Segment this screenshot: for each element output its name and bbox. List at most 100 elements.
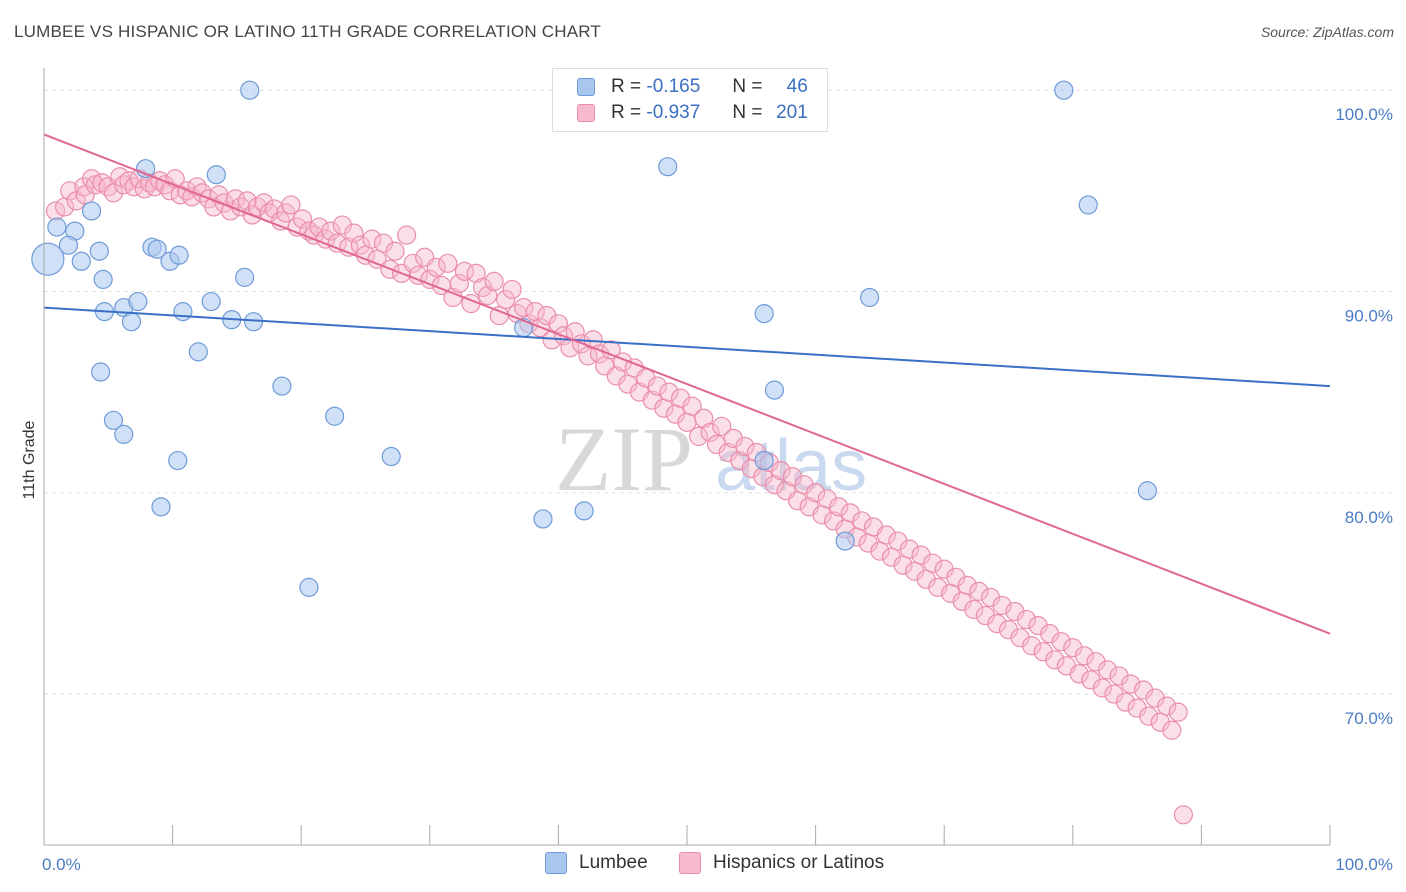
hispanic-point <box>1092 678 1112 698</box>
lumbee-points <box>31 80 1157 597</box>
hispanic-point <box>957 575 977 595</box>
lumbee-point <box>240 80 260 100</box>
lumbee-point <box>147 239 167 259</box>
y-tick-label: 80.0% <box>1345 508 1393 527</box>
lumbee-point <box>835 531 855 551</box>
lumbee-point <box>188 342 208 362</box>
hispanic-point <box>182 187 202 207</box>
lumbee-point <box>58 235 79 255</box>
legend-hisp: Hispanics or Latinos <box>679 852 884 874</box>
lumbee-point <box>47 217 67 237</box>
hispanic-point <box>74 177 94 197</box>
hispanic-point <box>964 599 984 620</box>
lumbee-point <box>103 410 124 430</box>
hispanic-point <box>1051 632 1071 652</box>
lumbee-point <box>206 165 226 185</box>
hispanic-point <box>647 376 668 396</box>
lumbee-point <box>325 406 345 426</box>
trend-lines <box>43 133 1331 635</box>
hispanic-point <box>1016 609 1037 630</box>
hisp-legend-label: Hispanics or Latinos <box>713 852 885 873</box>
x-tick-label: 0.0% <box>42 855 81 874</box>
hispanic-point <box>1173 805 1193 825</box>
lumbee-point <box>151 497 171 517</box>
r-value: -0.165 <box>646 76 701 97</box>
hispanic-point <box>601 340 621 360</box>
hispanic-point <box>682 396 702 416</box>
hispanic-point <box>281 195 301 215</box>
hispanic-point <box>1162 720 1182 740</box>
hispanic-point <box>923 553 943 573</box>
lumbee-point <box>1054 80 1074 100</box>
lumbee-point <box>574 501 594 521</box>
hispanic-point <box>309 217 329 237</box>
hispanic-point <box>438 253 458 273</box>
hispanic-point <box>292 209 313 229</box>
hispanic-points <box>45 167 1193 825</box>
axes: 0.0% 100.0% <box>42 68 1393 874</box>
hispanic-point <box>987 613 1007 634</box>
y-tick-label: 100.0% <box>1335 105 1393 124</box>
hispanic-point <box>1097 660 1118 680</box>
hispanic-point <box>466 263 486 283</box>
hispanic-point <box>344 223 364 243</box>
source-label: Source: ZipAtlas.com <box>1260 24 1394 40</box>
hispanic-point <box>764 475 785 495</box>
lumbee-point <box>201 291 221 312</box>
hispanic-point <box>1045 650 1065 670</box>
hispanic-point <box>876 525 896 545</box>
hispanic-point <box>403 253 423 273</box>
n-value: 46 <box>786 76 808 97</box>
lumbee-point <box>93 269 113 289</box>
hispanic-point <box>771 461 791 481</box>
hispanic-point <box>160 181 180 201</box>
legend-row-hisp: R = -0.937 N = 201 <box>577 100 808 126</box>
hispanic-point <box>362 229 382 249</box>
hispanic-point <box>694 408 714 428</box>
lumbee-point <box>114 424 134 444</box>
lumbee-point <box>71 251 91 271</box>
hispanic-point <box>327 233 347 253</box>
r-value: -0.937 <box>646 102 701 123</box>
hispanic-point <box>548 314 569 334</box>
hispanic-point <box>805 483 826 503</box>
legend-lumbee: Lumbee <box>545 852 648 874</box>
y-tick-label: 90.0% <box>1345 306 1393 325</box>
hispanic-point <box>1157 696 1177 716</box>
hispanic-trend-line <box>43 133 1331 635</box>
hispanic-point <box>1168 702 1188 722</box>
hispanic-point <box>1022 636 1042 656</box>
hispanic-point <box>420 269 440 289</box>
legend-row-lumbee: R = -0.165 N = 46 <box>577 74 808 100</box>
lumbee-point <box>81 201 102 221</box>
hispanic-point <box>502 279 522 300</box>
watermark-zip: ZIP <box>555 408 693 510</box>
hisp-legend-swatch <box>679 852 701 874</box>
hispanic-point <box>254 193 274 213</box>
hispanic-point <box>688 426 709 446</box>
hispanic-point <box>454 261 475 281</box>
lumbee-point <box>860 287 880 308</box>
lumbee-point <box>1137 481 1157 501</box>
n-value: 201 <box>776 102 808 123</box>
hispanic-point <box>829 497 849 517</box>
r-label: R = <box>611 102 642 123</box>
lumbee-point <box>235 267 255 287</box>
hispanic-point <box>712 416 732 436</box>
lumbee-point <box>764 380 785 400</box>
lumbee-point <box>89 241 109 261</box>
lumbee-trend-line <box>43 306 1331 388</box>
n-label: N = <box>732 102 763 123</box>
hispanic-point <box>969 581 989 601</box>
hispanic-point <box>735 436 755 457</box>
hispanic-point <box>60 181 80 201</box>
lumbee-point <box>135 159 156 179</box>
lumbee-point <box>533 509 553 529</box>
lumbee-point <box>169 245 189 265</box>
hisp-swatch <box>577 104 595 122</box>
hispanic-point <box>1074 646 1094 666</box>
y-axis-label: 11th Grade <box>21 420 38 499</box>
lumbee-point <box>90 362 111 382</box>
hispanic-point <box>1139 706 1159 726</box>
